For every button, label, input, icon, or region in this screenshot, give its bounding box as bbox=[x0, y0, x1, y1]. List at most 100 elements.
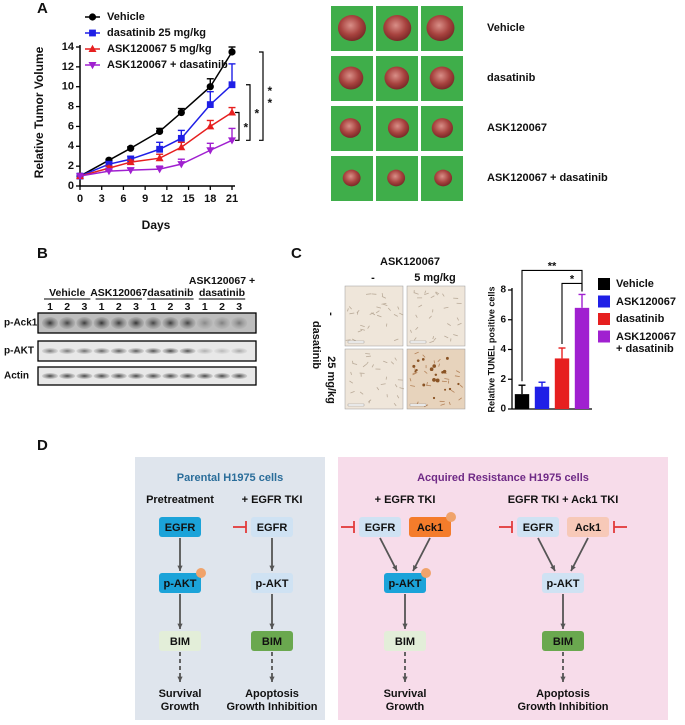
scale-bar bbox=[347, 403, 365, 407]
outcome: Growth Inhibition bbox=[226, 701, 317, 713]
panel-label: B bbox=[37, 245, 48, 262]
marker bbox=[228, 81, 236, 89]
ihc-stain bbox=[432, 364, 437, 368]
node-label: BIM bbox=[262, 636, 282, 648]
marker bbox=[177, 161, 186, 169]
significance-bracket bbox=[561, 282, 583, 345]
ihc-stain bbox=[444, 388, 447, 391]
ihc-texture bbox=[393, 402, 397, 407]
ihc-stain bbox=[429, 367, 434, 372]
ihc-stain bbox=[422, 383, 426, 387]
scale-bar bbox=[347, 340, 365, 344]
lane-label: 1 bbox=[202, 301, 208, 313]
ihc-texture bbox=[347, 308, 349, 312]
tumor bbox=[384, 66, 410, 90]
node-label: BIM bbox=[553, 636, 573, 648]
y-tick-label: 0 bbox=[500, 404, 506, 415]
ihc-texture bbox=[382, 303, 388, 307]
significance-label: ** bbox=[263, 84, 277, 108]
ihc-texture bbox=[359, 391, 364, 395]
ihc-texture bbox=[424, 292, 429, 295]
node bbox=[384, 631, 426, 651]
x-axis-label: Days bbox=[142, 218, 171, 232]
legend-item: ASK120067 bbox=[616, 296, 676, 308]
ihc-texture bbox=[369, 312, 374, 315]
blot-band bbox=[145, 373, 162, 379]
legend-item: dasatinib bbox=[616, 313, 665, 325]
arrow bbox=[379, 537, 398, 572]
y-tick-label: 2 bbox=[68, 160, 74, 172]
series-line bbox=[79, 84, 233, 177]
ihc-stain bbox=[434, 373, 438, 377]
ihc-texture bbox=[415, 326, 419, 331]
ihc-texture bbox=[393, 338, 399, 342]
blot-band bbox=[162, 348, 179, 354]
ihc-image bbox=[406, 285, 466, 347]
marker bbox=[127, 144, 135, 152]
tumor bbox=[387, 118, 410, 138]
ihc-texture bbox=[459, 384, 463, 388]
x-tick-label: 18 bbox=[204, 193, 216, 205]
blot-band bbox=[42, 348, 58, 354]
legend-swatch bbox=[598, 295, 610, 308]
legend-item: Vehicle bbox=[616, 278, 654, 290]
legend-label: Vehicle bbox=[616, 278, 654, 290]
legend-swatch bbox=[598, 278, 610, 290]
marker bbox=[206, 83, 214, 91]
legend-label: dasatinib bbox=[616, 313, 665, 325]
arrowhead bbox=[560, 676, 566, 682]
ihc-texture bbox=[397, 306, 400, 310]
marker bbox=[156, 145, 164, 153]
blot-band bbox=[145, 317, 162, 329]
lane-label: 2 bbox=[116, 301, 122, 313]
column-heading: + EGFR TKI bbox=[375, 494, 436, 506]
significance-label: * bbox=[239, 120, 253, 132]
ihc-texture bbox=[381, 303, 387, 305]
marker bbox=[76, 173, 84, 181]
blot-band bbox=[196, 348, 213, 354]
tumor bbox=[338, 66, 364, 90]
ihc-texture bbox=[456, 317, 459, 321]
ihc-texture bbox=[375, 310, 380, 314]
legend-label: dasatinib 25 mg/kg bbox=[107, 27, 206, 39]
ihc-texture bbox=[412, 372, 417, 376]
ihc-stain bbox=[442, 369, 447, 374]
blot-band bbox=[110, 348, 127, 354]
node bbox=[542, 573, 584, 593]
phospho-dot bbox=[196, 568, 206, 578]
ihc-texture bbox=[454, 375, 460, 377]
legend-marker bbox=[88, 62, 97, 70]
ihc-texture bbox=[414, 292, 419, 295]
ihc-stain bbox=[432, 377, 436, 382]
outcome: Apoptosis bbox=[536, 688, 590, 700]
row-label: ASK120067 bbox=[487, 122, 547, 134]
group-label: ASK120067 + bbox=[189, 275, 255, 287]
node-label: EGFR bbox=[523, 522, 554, 534]
tumor bbox=[383, 15, 412, 41]
marker bbox=[177, 143, 186, 151]
y-tick-label: 6 bbox=[68, 120, 74, 132]
ihc-texture bbox=[393, 314, 398, 317]
ihc-texture bbox=[351, 338, 357, 342]
blot-band bbox=[214, 348, 230, 354]
tumor bbox=[337, 15, 366, 41]
ihc-texture bbox=[352, 362, 358, 365]
panel-label: C bbox=[291, 245, 302, 262]
ihc-texture bbox=[365, 361, 369, 365]
ihc-texture bbox=[371, 364, 374, 368]
scale-bar bbox=[409, 403, 427, 407]
node bbox=[251, 573, 293, 593]
ihc-image bbox=[406, 348, 466, 410]
node-label: BIM bbox=[170, 636, 190, 648]
blot-band bbox=[196, 373, 213, 379]
legend-label: ASK120067 5 mg/kg bbox=[107, 43, 212, 55]
ihc-texture bbox=[381, 295, 387, 299]
blot-band bbox=[214, 373, 230, 379]
marker bbox=[206, 147, 215, 155]
lane-label: 1 bbox=[47, 301, 53, 313]
marker bbox=[156, 127, 164, 135]
legend-marker bbox=[88, 44, 97, 52]
ihc-stain bbox=[416, 359, 420, 362]
blot-band bbox=[128, 373, 144, 379]
ihc-texture bbox=[437, 358, 441, 362]
